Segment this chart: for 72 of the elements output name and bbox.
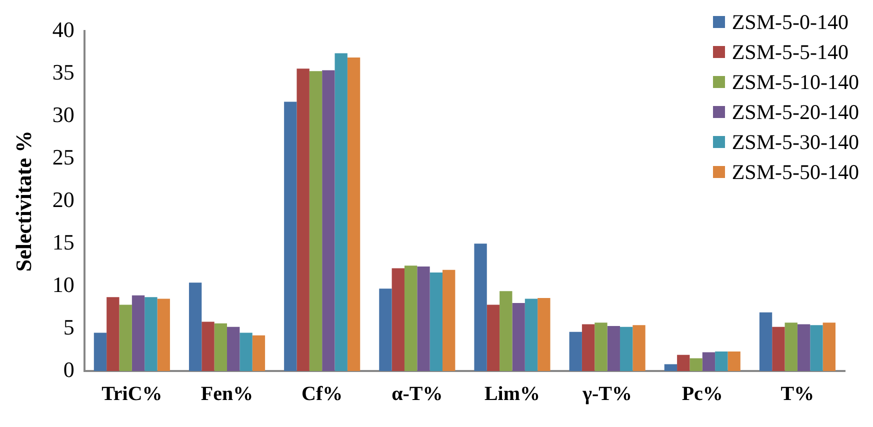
bar: [417, 266, 430, 371]
legend-label: ZSM-5-0-140: [732, 9, 848, 36]
bar: [715, 351, 728, 371]
x-tick-label: Cf%: [302, 383, 343, 406]
bar: [157, 298, 170, 371]
y-tick-label: 20: [52, 186, 74, 212]
bar: [728, 351, 740, 371]
bar: [119, 304, 132, 371]
bar: [430, 272, 443, 371]
bar: [474, 244, 487, 371]
y-tick-label: 0: [63, 356, 74, 382]
y-axis-title: Selectivitate %: [10, 130, 36, 272]
bar: [284, 102, 297, 371]
bar: [797, 324, 810, 371]
bar: [202, 322, 214, 371]
bar: [334, 53, 348, 371]
bar: [632, 325, 646, 371]
bar: [379, 288, 392, 371]
y-tick-label: 25: [52, 144, 74, 170]
bar: [538, 298, 550, 371]
x-tick-label: Lim%: [484, 383, 540, 406]
x-tick-label: α-T%: [392, 383, 443, 406]
bar: [822, 322, 836, 371]
bar: [690, 358, 702, 371]
bar: [677, 354, 690, 371]
bar: [240, 332, 252, 371]
bar: [106, 297, 120, 371]
x-tick-label: Pc%: [682, 383, 723, 406]
y-tick-label: 5: [63, 314, 74, 340]
bar: [188, 282, 202, 371]
bar: [500, 291, 512, 371]
bar: [582, 324, 595, 371]
y-tick-label: 40: [52, 16, 74, 42]
bar: [252, 335, 266, 371]
bar: [810, 325, 823, 371]
bar: [392, 268, 404, 371]
y-tick-label: 35: [52, 59, 74, 84]
x-tick-label: T%: [780, 383, 814, 406]
bar: [227, 326, 240, 371]
y-tick-label: 30: [52, 102, 74, 127]
bar: [486, 304, 500, 371]
bar: [512, 303, 525, 371]
x-tick-label: Fen%: [200, 383, 254, 406]
bar: [94, 332, 107, 371]
y-tick-label: 15: [52, 229, 74, 254]
legend-label: ZSM-5-20-140: [732, 99, 859, 126]
bar: [296, 68, 310, 371]
bar: [214, 323, 228, 371]
legend-label: ZSM-5-5-140: [732, 39, 848, 66]
legend-label: ZSM-5-50-140: [732, 159, 859, 186]
bar: [404, 266, 418, 371]
bar: [322, 70, 335, 371]
bar: [772, 326, 785, 371]
bar: [607, 326, 620, 371]
legend-label: ZSM-5-30-140: [732, 129, 859, 156]
bar: [664, 364, 678, 371]
x-tick-label: TriC%: [102, 383, 162, 406]
bar: [309, 71, 322, 371]
bar: [784, 322, 798, 371]
bar: [442, 270, 456, 371]
bar: [620, 326, 633, 371]
legend-label: ZSM-5-10-140: [732, 69, 859, 96]
bar: [759, 312, 772, 371]
y-tick-label: 10: [52, 272, 74, 297]
bar: [594, 322, 608, 371]
bar: [702, 352, 716, 371]
bar: [569, 332, 582, 371]
bar: [524, 298, 538, 371]
x-tick-label: γ-T%: [582, 383, 632, 406]
bar: [132, 295, 145, 371]
bar: [347, 58, 360, 371]
bar: [144, 297, 158, 371]
